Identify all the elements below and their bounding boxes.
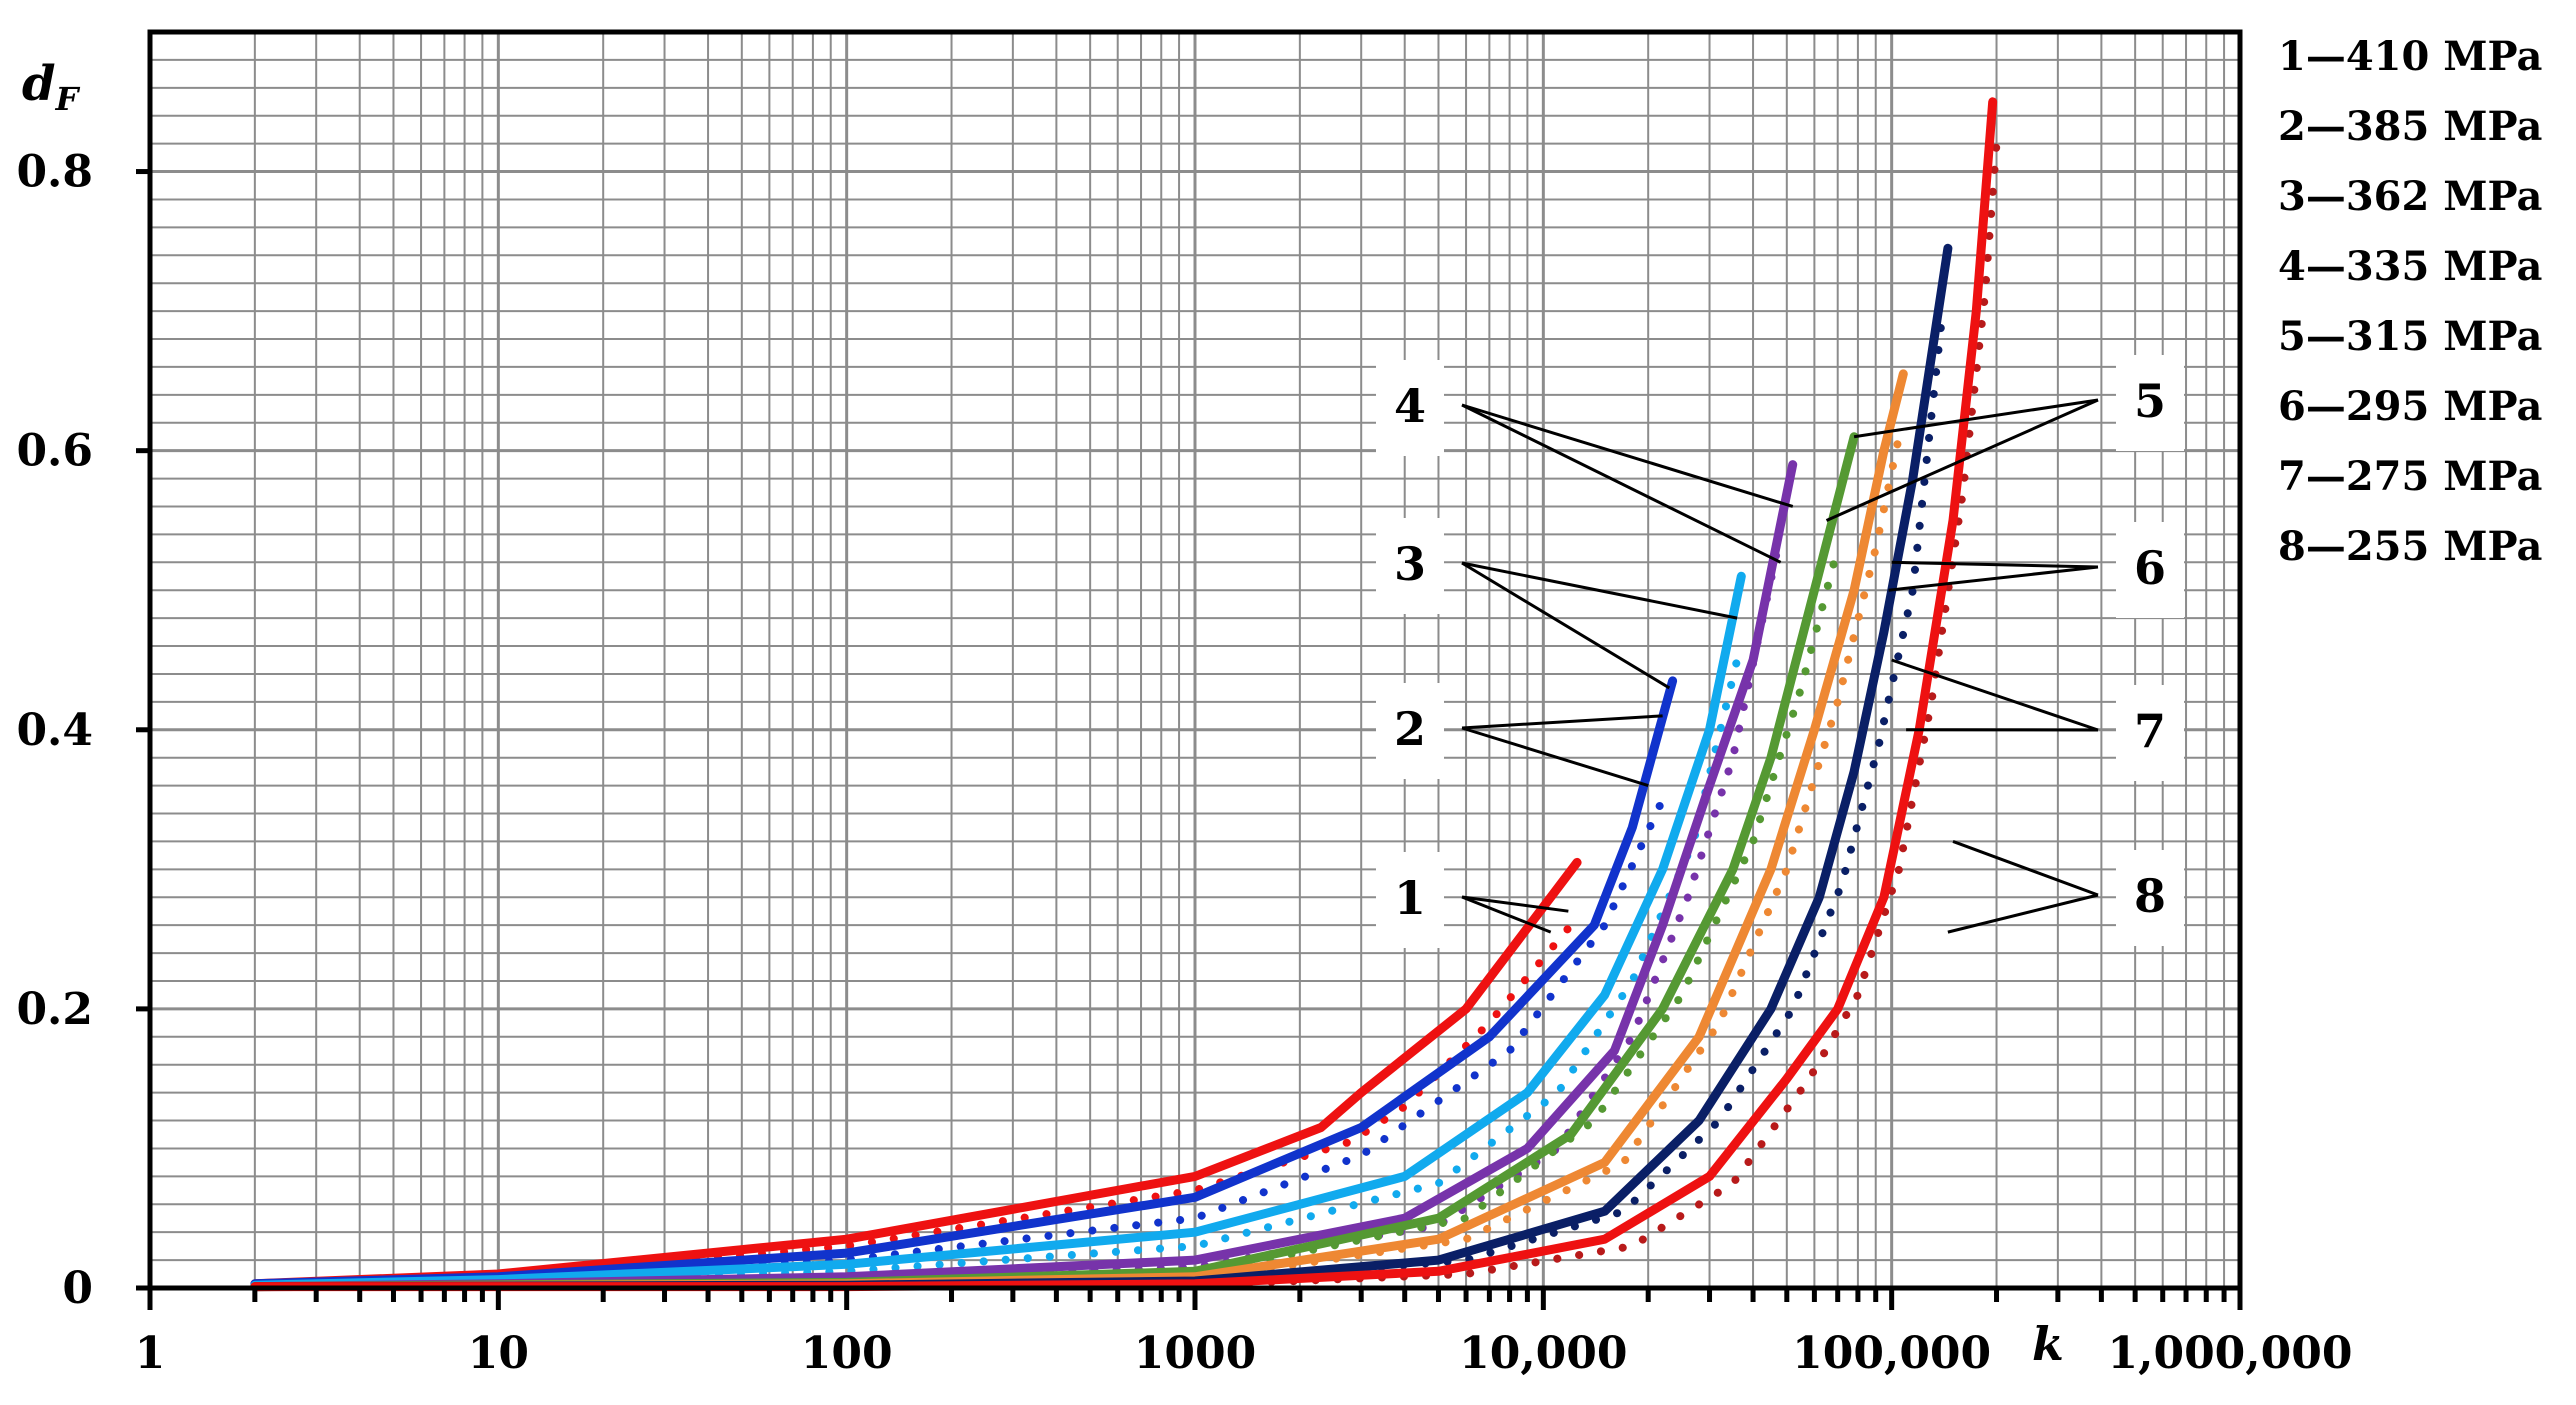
- legend-item-5: 5—315 MPa: [2278, 313, 2542, 360]
- callout-label: 7: [2134, 704, 2166, 758]
- callout-box: [2116, 355, 2184, 451]
- callout-3: 3: [1376, 518, 1738, 690]
- x-tick-label: 100: [801, 1328, 893, 1379]
- callout-box: [1376, 518, 1444, 614]
- callout-box: [1376, 683, 1444, 779]
- callout-4: 4: [1376, 360, 1794, 564]
- callout-5: 5: [1825, 355, 2184, 522]
- callout-label: 3: [1394, 537, 1426, 591]
- x-tick-labels: 1 10 100 1000 10,000 100,000 1,000,000: [135, 1328, 2353, 1379]
- callout-leader: [1461, 561, 1671, 690]
- x-tick-label: 10,000: [1459, 1328, 1627, 1379]
- callout-leader: [1461, 895, 1552, 934]
- x-tick-label: 1: [135, 1328, 166, 1379]
- y-tick-label: 0.2: [16, 984, 93, 1035]
- x-tick-label: 100,000: [1792, 1328, 1991, 1379]
- callout-leader: [1461, 403, 1782, 564]
- callout-box: [2116, 522, 2184, 618]
- y-tick-labels: 0 0.2 0.4 0.6 0.8: [16, 147, 93, 1314]
- series-layer: [250, 97, 2001, 1292]
- y-axis-title-main: d: [22, 56, 56, 112]
- callout-leader: [1853, 398, 2099, 439]
- callout-label: 4: [1394, 379, 1426, 433]
- legend-item-2: 2—385 MPa: [2278, 103, 2542, 150]
- legend: 1—410 MPa 2—385 MPa 3—362 MPa 4—335 MPa 5—31…: [2278, 33, 2542, 570]
- callout-leader: [1825, 398, 2099, 522]
- legend-item-7: 7—275 MPa: [2278, 453, 2542, 500]
- callout-leader: [1888, 565, 2099, 592]
- callout-box: [1376, 852, 1444, 948]
- legend-item-4: 4—335 MPa: [2278, 243, 2542, 290]
- callout-leader: [1947, 893, 2099, 934]
- y-tick-label: 0.8: [16, 147, 93, 198]
- y-tick-label: 0.6: [16, 426, 93, 477]
- callout-label: 1: [1394, 871, 1426, 925]
- y-axis-title-subscript: F: [55, 80, 81, 118]
- series-2-model-dotted: [250, 795, 1667, 1290]
- callout-1: 1: [1376, 852, 1569, 948]
- callout-label: 5: [2134, 374, 2166, 428]
- callout-leader: [1891, 560, 2099, 569]
- series-2: [250, 676, 1678, 1290]
- series-1-experiment-line: [250, 857, 1582, 1289]
- callout-leader: [1461, 403, 1794, 508]
- callout-layer: 4 3 2 1 5 6 7 8: [1376, 355, 2184, 948]
- callout-box: [2116, 685, 2184, 781]
- x-tick-label: 1,000,000: [2108, 1328, 2353, 1379]
- callout-leader: [1461, 561, 1738, 620]
- y-tick-label: 0.4: [16, 705, 93, 756]
- axis-ticks: [136, 169, 2243, 1310]
- callout-8: 8: [1947, 840, 2184, 946]
- series-2-experiment-line: [250, 676, 1678, 1289]
- callout-leader: [1461, 726, 1649, 788]
- legend-item-6: 6—295 MPa: [2278, 383, 2542, 430]
- callout-label: 2: [1394, 702, 1426, 756]
- legend-item-1: 1—410 MPa: [2278, 33, 2542, 80]
- callout-leader: [1461, 895, 1569, 913]
- callout-box: [2116, 850, 2184, 946]
- x-tick-label: 1000: [1134, 1328, 1256, 1379]
- callout-box: [1376, 360, 1444, 456]
- callout-6: 6: [1888, 522, 2184, 618]
- callout-label: 6: [2134, 541, 2166, 595]
- y-tick-label: 0: [62, 1263, 93, 1314]
- callout-7: 7: [1891, 658, 2184, 781]
- y-axis-title: dF: [22, 56, 81, 118]
- series-3-model-dotted: [250, 656, 1742, 1291]
- callout-leader: [1952, 840, 2099, 897]
- x-axis-title: k: [2032, 1317, 2064, 1371]
- callout-leader: [1891, 658, 2099, 732]
- series-3: [250, 571, 1746, 1291]
- legend-item-3: 3—362 MPa: [2278, 173, 2542, 220]
- series-1: [250, 857, 1582, 1290]
- x-tick-label: 10: [468, 1328, 529, 1379]
- callout-2: 2: [1376, 683, 1663, 788]
- series-3-experiment-line: [250, 571, 1746, 1290]
- series-8-experiment-line: [250, 97, 1998, 1292]
- legend-item-8: 8—255 MPa: [2278, 523, 2542, 570]
- series-8: [250, 97, 2001, 1292]
- callout-leader: [1461, 714, 1663, 730]
- callout-label: 8: [2134, 869, 2166, 923]
